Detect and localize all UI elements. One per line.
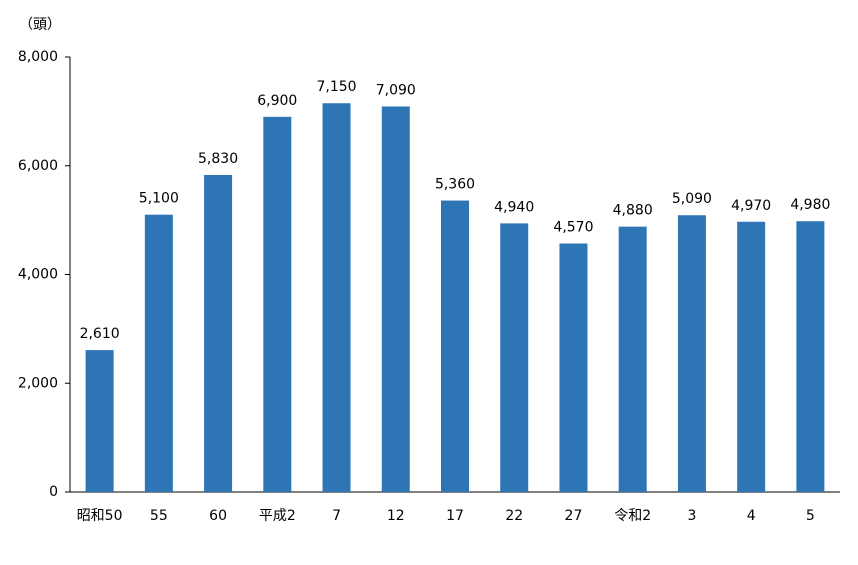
bar (204, 174, 233, 492)
y-tick-label: 4,000 (18, 267, 58, 283)
bar (559, 243, 588, 492)
x-tick-label: 令和2 (614, 508, 651, 524)
bar (263, 116, 292, 492)
value-label: 5,100 (139, 191, 179, 207)
value-label: 4,880 (613, 203, 653, 219)
x-tick-label: 12 (387, 508, 405, 524)
value-label: 7,150 (316, 79, 356, 95)
value-label: 4,980 (790, 197, 830, 213)
bar (441, 200, 469, 493)
x-tick-label: 22 (505, 508, 523, 524)
bar (737, 221, 766, 492)
x-tick-label: 7 (332, 508, 341, 524)
bar (322, 103, 351, 492)
value-label: 4,570 (553, 220, 593, 236)
value-label: 5,090 (672, 191, 712, 207)
value-label: 7,090 (376, 82, 416, 98)
value-label: 4,970 (731, 198, 771, 214)
bar (85, 350, 114, 492)
x-tick-label: 4 (747, 508, 756, 524)
x-tick-label: 5 (806, 508, 815, 524)
value-label: 5,830 (198, 151, 238, 167)
x-tick-label: 3 (687, 508, 696, 524)
x-tick-label: 17 (446, 508, 464, 524)
y-axis-label: （頭） (19, 17, 61, 33)
x-tick-label: 27 (565, 508, 583, 524)
value-label: 5,360 (435, 177, 475, 193)
y-tick-label: 2,000 (18, 375, 58, 391)
x-tick-label: 昭和50 (77, 508, 123, 524)
bar (144, 214, 173, 492)
value-label: 4,940 (494, 199, 534, 215)
bar (677, 215, 706, 492)
x-tick-label: 平成2 (259, 508, 296, 524)
value-label: 6,900 (257, 93, 297, 109)
x-tick-label: 55 (150, 508, 168, 524)
bar (500, 223, 529, 492)
x-tick-label: 60 (209, 508, 227, 524)
value-label: 2,610 (80, 326, 120, 342)
bar (381, 106, 410, 492)
y-tick-label: 0 (49, 484, 58, 500)
y-tick-label: 6,000 (18, 158, 58, 174)
y-tick-label: 8,000 (18, 49, 58, 65)
bar (618, 226, 647, 492)
bar (796, 221, 825, 492)
